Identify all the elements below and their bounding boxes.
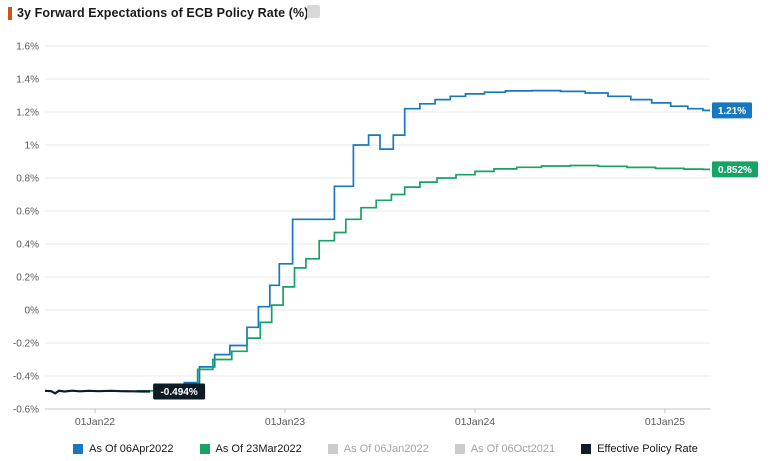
x-axis-tick-label: 01Jan23 — [265, 416, 305, 428]
legend-label: As Of 06Jan2022 — [343, 443, 429, 455]
y-axis-tick-label: 0.4% — [16, 240, 39, 251]
title-row: 3y Forward Expectations of ECB Policy Ra… — [0, 0, 771, 36]
legend: As Of 06Apr2022 As Of 23Mar2022 As Of 06Ja… — [0, 436, 771, 461]
step-line-chart: 1.6% 1.4% 1.2% 1% 0.8% 0.6% 0.4% 0.2% 0% -0.2% -0.… — [13, 42, 758, 428]
end-value-badge — [153, 383, 206, 400]
y-axis-tick-label: 1.4% — [16, 75, 39, 86]
legend-item-effective-policy-rate[interactable]: Effective Policy Rate — [581, 443, 698, 455]
y-axis-tick-label: 0.6% — [16, 207, 39, 218]
legend-swatch — [327, 444, 338, 454]
end-value-label: 1.21% — [718, 106, 746, 117]
legend-item-as-of-23mar2022[interactable]: As Of 23Mar2022 — [199, 443, 302, 455]
series-effective-policy-rate — [44, 389, 151, 395]
legend-label: As Of 23Mar2022 — [215, 443, 302, 455]
y-axis-tick-label: 1.6% — [16, 42, 39, 53]
y-axis-tick-label: 0.2% — [16, 273, 39, 284]
y-axis-tick-label: 0.8% — [16, 174, 39, 185]
chart-area: 1.6% 1.4% 1.2% 1% 0.8% 0.6% 0.4% 0.2% 0% -0.2% -0.… — [0, 36, 771, 434]
y-axis-tick-label: 0% — [25, 306, 40, 317]
end-value-badge — [712, 102, 752, 119]
legend-item-as-of-06oct2021[interactable]: As Of 06Oct2021 — [454, 443, 556, 455]
legend-swatch — [454, 444, 465, 454]
end-value-badge — [712, 161, 758, 178]
legend-item-as-of-06jan2022[interactable]: As Of 06Jan2022 — [327, 443, 429, 455]
series-as-of-23mar2022 — [136, 164, 710, 392]
legend-swatch — [581, 444, 592, 454]
series-as-of-06apr2022 — [146, 89, 710, 392]
legend-label: As Of 06Oct2021 — [470, 443, 556, 455]
legend-swatch — [73, 444, 84, 454]
y-axis-tick-label: 1% — [25, 141, 40, 152]
y-axis-tick-label: -0.2% — [13, 339, 39, 350]
chart-menu-icon[interactable] — [307, 5, 320, 18]
legend-label: Effective Policy Rate — [597, 443, 698, 455]
y-axis-tick-label: -0.6% — [13, 405, 39, 416]
x-axis-tick-label: 01Jan22 — [75, 416, 115, 428]
end-value-label: -0.494% — [160, 387, 197, 398]
y-axis-tick-label: 1.2% — [16, 108, 39, 119]
x-axis-tick-label: 01Jan25 — [645, 416, 685, 428]
legend-swatch — [199, 444, 210, 454]
title-accent-bar — [8, 7, 12, 20]
chart-title: 3y Forward Expectations of ECB Policy Ra… — [17, 6, 309, 20]
legend-label: As Of 06Apr2022 — [89, 443, 174, 455]
legend-item-as-of-06apr2022[interactable]: As Of 06Apr2022 — [73, 443, 174, 455]
x-axis-tick-label: 01Jan24 — [455, 416, 495, 428]
y-axis-tick-label: -0.4% — [13, 372, 39, 383]
end-value-label: 0.852% — [718, 165, 752, 176]
